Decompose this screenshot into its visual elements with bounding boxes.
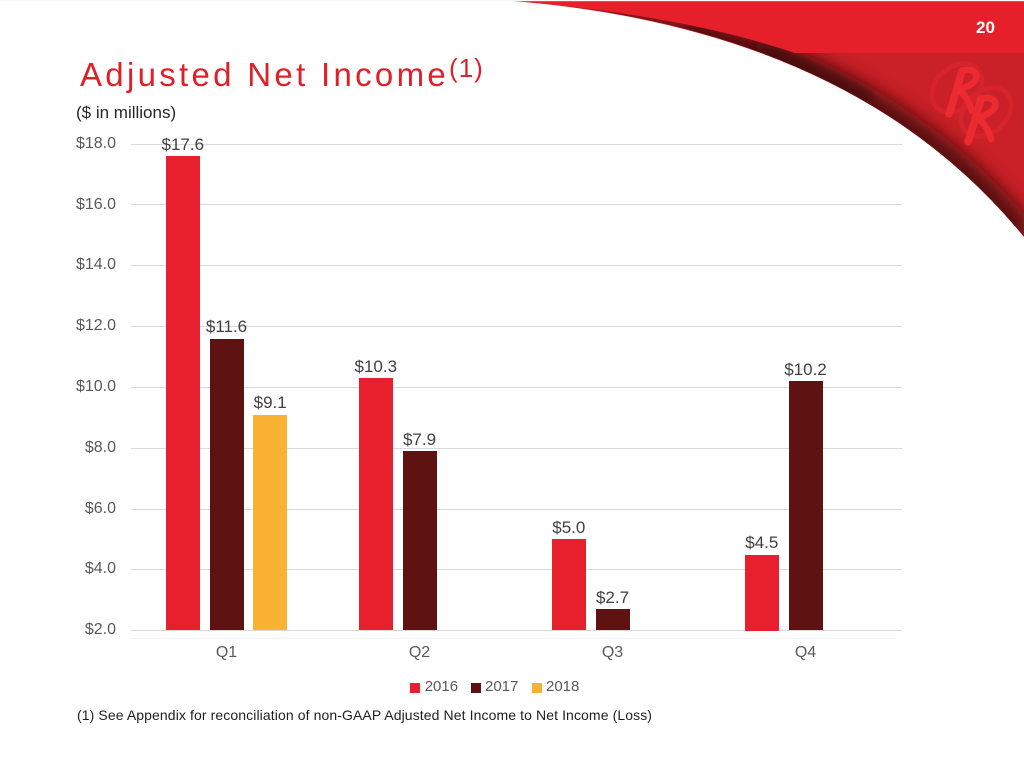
svg-text:20: 20 [976,18,995,37]
